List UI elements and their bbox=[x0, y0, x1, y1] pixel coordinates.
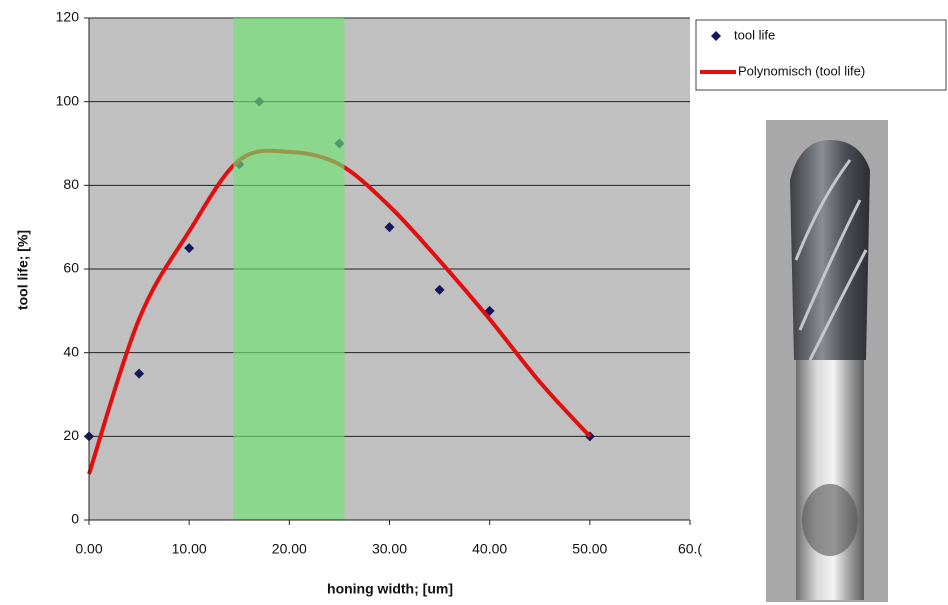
y-tick-label: 60 bbox=[63, 260, 79, 276]
y-tick-label: 100 bbox=[56, 92, 80, 108]
legend-label: tool life bbox=[734, 27, 775, 42]
x-axis-title: honing width; [um] bbox=[327, 581, 453, 597]
legend-marker bbox=[711, 31, 721, 41]
highlight-band bbox=[233, 18, 345, 520]
tool-shank bbox=[796, 350, 864, 600]
x-tick-label: 20.00 bbox=[272, 541, 307, 557]
y-tick-label: 80 bbox=[63, 176, 79, 192]
x-tick-label: 10.00 bbox=[172, 541, 207, 557]
plot-area: 0 20 40 60 80 100 120 0.00 10.00 20.00 30.00 40.00 5… bbox=[56, 9, 703, 557]
data-point bbox=[134, 368, 145, 379]
x-tick-label: 0.00 bbox=[75, 541, 102, 557]
tool-photo bbox=[766, 120, 888, 602]
y-tick-label: 40 bbox=[63, 343, 79, 359]
x-tick-label: 60.( bbox=[678, 541, 702, 557]
flute-highlights bbox=[794, 159, 868, 361]
y-tick-label: 20 bbox=[63, 427, 79, 443]
legend-box bbox=[695, 19, 947, 91]
x-tick-label: 50.00 bbox=[572, 541, 607, 557]
y-axis-title: tool life; [%] bbox=[15, 230, 31, 310]
legend: tool life Polynomisch (tool life) bbox=[695, 19, 947, 91]
data-point bbox=[184, 243, 195, 254]
x-tick-label: 30.00 bbox=[372, 541, 407, 557]
shank-reflection bbox=[802, 484, 858, 556]
data-point bbox=[434, 284, 445, 295]
x-tick-label: 40.00 bbox=[472, 541, 507, 557]
legend-label: Polynomisch (tool life) bbox=[738, 63, 865, 78]
y-tick-label: 0 bbox=[71, 511, 79, 527]
data-point bbox=[384, 222, 395, 233]
y-tick-label: 120 bbox=[56, 9, 80, 25]
